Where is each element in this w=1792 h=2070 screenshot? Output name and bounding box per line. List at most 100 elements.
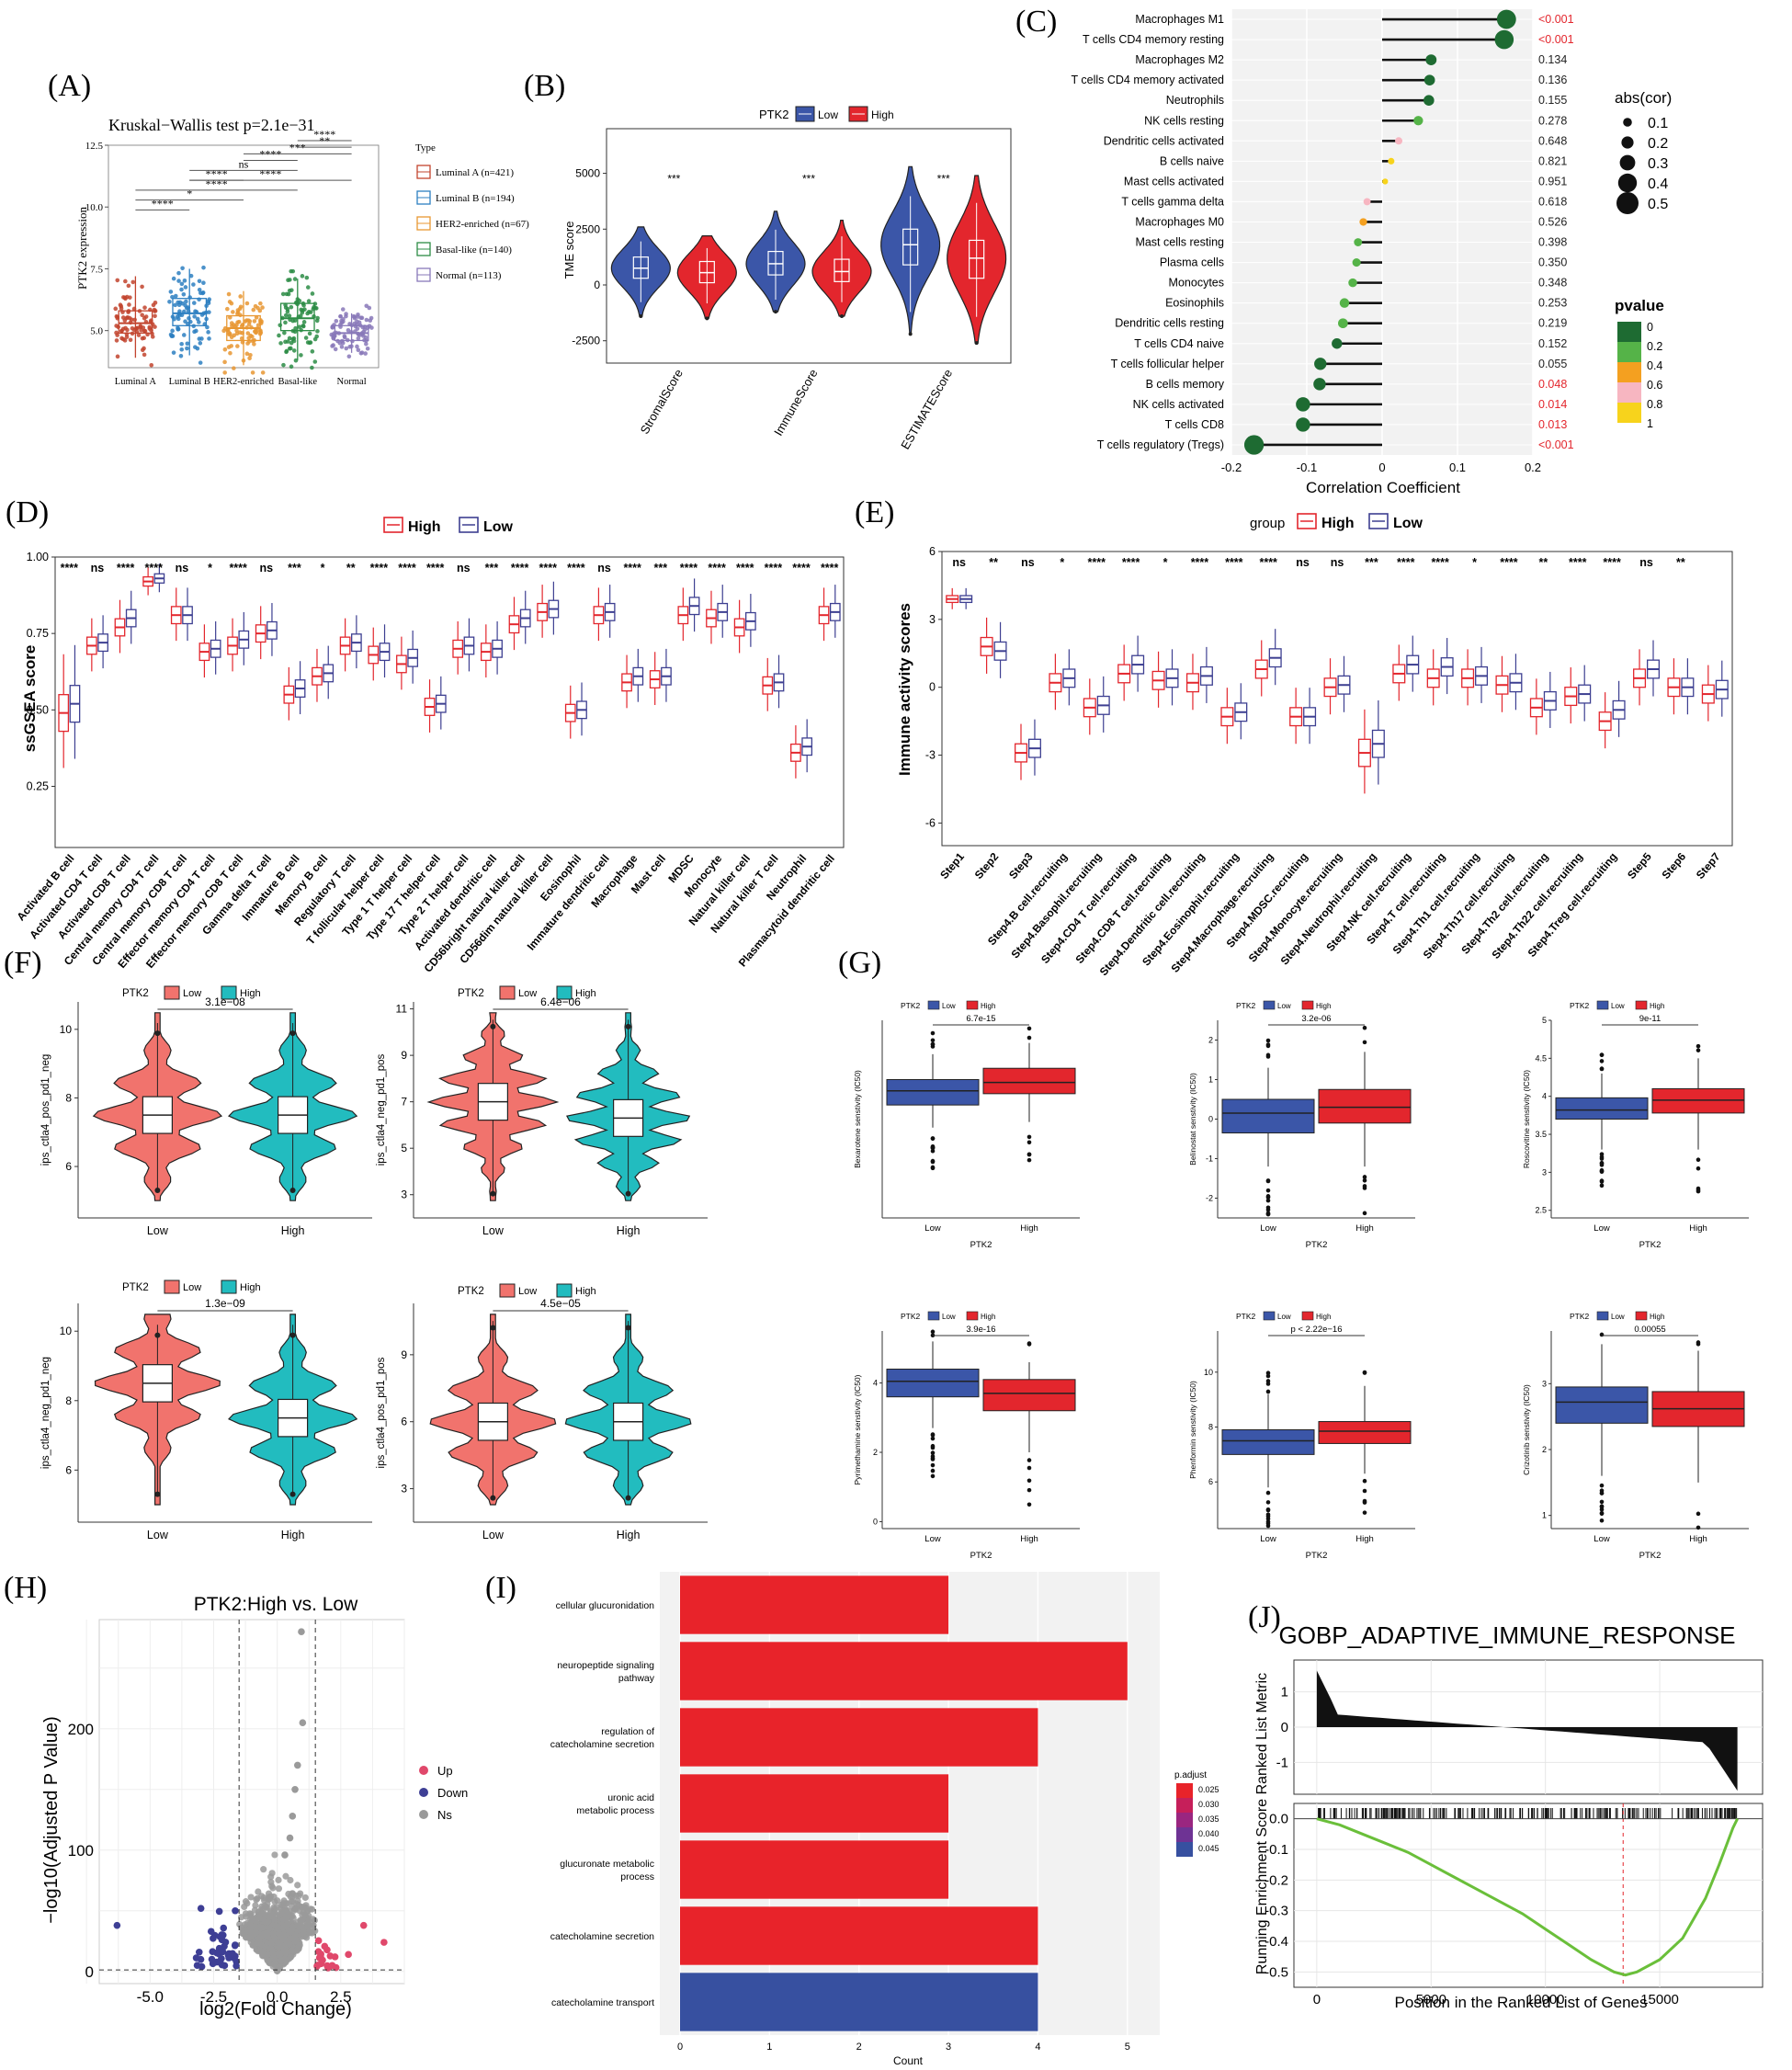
jitter-point (153, 313, 157, 319)
ns-point (260, 1894, 267, 1902)
legend-key (1596, 1311, 1609, 1321)
significance-label: * (208, 562, 212, 574)
jitter-point (201, 280, 206, 286)
legend-label: High (575, 988, 596, 999)
box-body (1318, 1421, 1412, 1444)
outlier-point (1362, 1040, 1367, 1045)
jitter-point (169, 334, 175, 338)
y-tick-label: 10 (1204, 1368, 1213, 1377)
ns-point (271, 1909, 278, 1916)
legend-title: PTK2 (901, 1001, 921, 1010)
outlier-point (1599, 1066, 1605, 1071)
x-tick-label: 15000 (1640, 1992, 1679, 2007)
lollipop-dot (1338, 318, 1348, 329)
ns-point (308, 1905, 316, 1913)
significance-label: **** (765, 562, 783, 574)
y-tick-label: 4.5 (1535, 1053, 1547, 1063)
size-legend-label: 0.4 (1648, 176, 1668, 192)
significance-label: **** (1088, 556, 1106, 569)
outlier-point (490, 1495, 496, 1501)
jitter-point (184, 299, 188, 304)
jitter-point (287, 336, 292, 341)
jitter-point (114, 324, 119, 328)
panel-d-plot: 0.250.500.751.00****Activated B cellnsAc… (14, 517, 845, 975)
lollipop-dot (1363, 198, 1371, 206)
ns-point (306, 1928, 313, 1936)
legend-label: Luminal B (n=194) (436, 193, 515, 204)
ns-point (237, 1914, 245, 1921)
ns-point (291, 1786, 299, 1793)
jitter-point (280, 291, 286, 297)
y-tick-label: 0 (85, 1963, 94, 1981)
y-tick-label: 3.5 (1535, 1130, 1547, 1139)
jitter-point (283, 313, 289, 318)
outlier-point (1362, 1025, 1367, 1030)
padjust-legend-label: 0.035 (1198, 1814, 1219, 1824)
category-label: Macrophages M2 (1135, 53, 1224, 66)
up-point (380, 1939, 388, 1946)
lollipop-dot (1352, 258, 1361, 267)
significance-label: **** (567, 562, 585, 574)
lollipop-dot (1382, 178, 1389, 185)
outlier-point (930, 1148, 936, 1154)
up-point (313, 1962, 322, 1969)
jitter-point (244, 351, 250, 357)
pvalue-label: 0.951 (1538, 175, 1567, 188)
outlier-point (1265, 1211, 1271, 1217)
jitter-point (301, 324, 306, 329)
size-legend-dot (1616, 192, 1639, 214)
lollipop-dot (1348, 278, 1357, 288)
legend-label: High (1321, 516, 1355, 531)
panel-j-title: GOBP_ADAPTIVE_IMMUNE_RESPONSE (1278, 1621, 1735, 1649)
jitter-point (179, 281, 185, 287)
y-tick-label: 4 (873, 1379, 878, 1388)
significance-label: *** (485, 562, 499, 574)
p-legend-label: 1 (1647, 417, 1653, 430)
panel-b-legend-title: PTK2 (759, 108, 789, 121)
significance-label: ns (1021, 556, 1035, 569)
panel-G: (G) Bexarotene senstivity (IC50) PTK2 Low H… (838, 946, 1749, 1561)
down-point (208, 1955, 216, 1963)
jitter-point (193, 309, 198, 313)
jitter-point (283, 305, 289, 310)
jitter-point (115, 354, 120, 359)
significance-label: **** (1603, 556, 1621, 569)
jitter-point (252, 319, 257, 324)
ns-point (271, 1916, 278, 1923)
y-tick-label: 1 (1542, 1511, 1547, 1520)
panel-h-label: (H) (4, 1571, 47, 1605)
p-legend-swatch (1617, 342, 1641, 362)
outlier-point (1599, 1483, 1605, 1488)
ns-point (289, 1813, 297, 1820)
down-point (233, 1958, 241, 1965)
outlier-point (930, 1144, 936, 1150)
jitter-point (351, 313, 357, 319)
box-body (982, 1379, 1076, 1412)
outlier-point (930, 1450, 936, 1455)
panel-i-legend-title: p.adjust (1174, 1770, 1207, 1780)
jitter-point (312, 359, 318, 364)
panel-e-ylabel: Immune activity scores (896, 603, 913, 776)
padjust-legend-label: 0.045 (1198, 1844, 1219, 1853)
legend-label: Low (942, 1002, 956, 1010)
x-tick-label: Step6 (1659, 850, 1688, 881)
legend-title: PTK2 (1570, 1312, 1590, 1321)
outlier-point (1696, 1340, 1701, 1345)
down-point (232, 1941, 239, 1949)
padjust-legend-swatch (1176, 1798, 1193, 1813)
x-tick-label: High (1689, 1223, 1707, 1234)
jitter-point (193, 345, 198, 349)
x-tick-label: -0.1 (1297, 461, 1317, 474)
ns-point (278, 1950, 285, 1958)
down-point (197, 1905, 205, 1912)
panel-g-subplot: 0 2 4 Pyrimethamine senstivity (IC50) PTK2 Lo… (853, 1311, 1080, 1561)
jitter-point (238, 313, 243, 318)
x-tick-label: 0.1 (1449, 461, 1466, 474)
jitter-point (231, 310, 235, 314)
jitter-point (306, 299, 312, 303)
jitter-point (182, 279, 187, 283)
jitter-point (180, 266, 185, 271)
y-tick-label: 6 (65, 1160, 72, 1173)
up-point (332, 1963, 340, 1972)
category-label: catecholamine secretion (550, 1931, 654, 1942)
